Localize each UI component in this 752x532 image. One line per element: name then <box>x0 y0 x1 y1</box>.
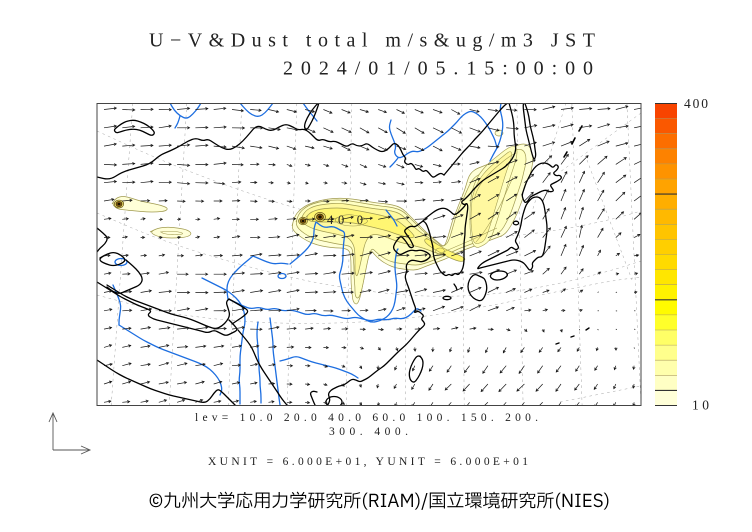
svg-text:300. 400.: 300. 400. <box>329 426 408 438</box>
svg-text:400: 400 <box>684 96 708 111</box>
